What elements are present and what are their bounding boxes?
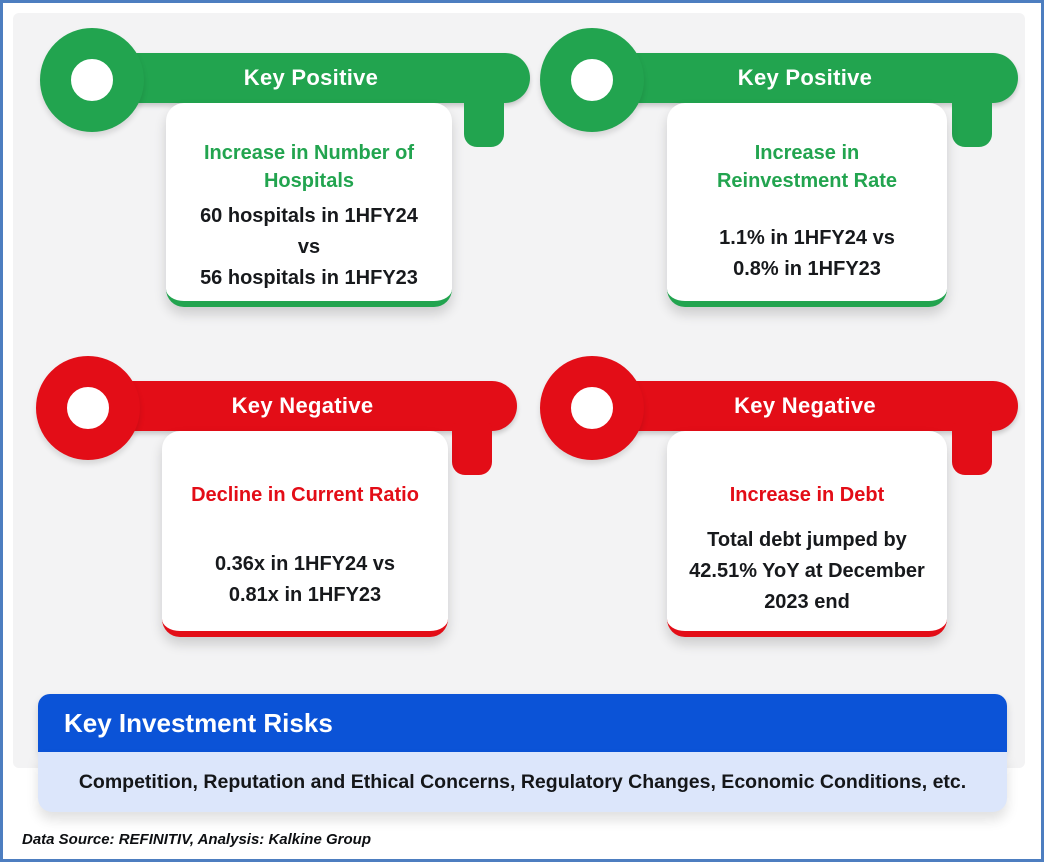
key-card: Increase in Number of Hospitals 60 hospi… [166, 103, 452, 307]
key-bar: Key Negative [592, 381, 1018, 431]
key-tooth-icon [452, 423, 492, 475]
key-header-label: Key Positive [243, 65, 379, 90]
data-source-note: Data Source: REFINITIV, Analysis: Kalkin… [22, 831, 371, 848]
risks-content-text: Competition, Reputation and Ethical Conc… [78, 770, 967, 793]
key-bar: Key Positive [92, 53, 530, 103]
key-card-title: Increase in Number of Hospitals [203, 142, 415, 192]
key-tooth-icon [952, 423, 992, 475]
key-ring-icon [540, 28, 644, 132]
risks-content: Competition, Reputation and Ethical Conc… [38, 752, 1007, 812]
key-tooth-icon [952, 95, 992, 147]
key-bar: Key Negative [88, 381, 517, 431]
key-card-body: 0.36x in 1HFY24 vs 0.81x in 1HFY23 [214, 553, 396, 606]
key-card-title: Increase in Reinvestment Rate [716, 142, 898, 192]
key-ring-icon [540, 356, 644, 460]
key-tooth-icon [464, 95, 504, 147]
key-ring-icon [36, 356, 140, 460]
key-ring-icon [40, 28, 144, 132]
key-card-body: 60 hospitals in 1HFY24 vs 56 hospitals i… [200, 205, 418, 289]
key-card-body: 1.1% in 1HFY24 vs 0.8% in 1HFY23 [719, 227, 895, 280]
key-card: Increase in Reinvestment Rate 1.1% in 1H… [667, 103, 947, 307]
risks-header-title: Key Investment Risks [64, 707, 333, 738]
key-bar: Key Positive [592, 53, 1018, 103]
key-card: Decline in Current Ratio 0.36x in 1HFY24… [162, 431, 448, 637]
key-header-label: Key Negative [734, 393, 876, 418]
key-card: Increase in Debt Total debt jumped by 42… [667, 431, 947, 637]
key-header-label: Key Negative [231, 393, 374, 418]
key-card-title: Increase in Debt [729, 484, 885, 506]
key-header-label: Key Positive [737, 65, 873, 90]
key-card-title: Decline in Current Ratio [191, 484, 419, 506]
key-card-body: Total debt jumped by 42.51% YoY at Decem… [689, 529, 925, 613]
risks-header: Key Investment Risks [38, 694, 1007, 752]
